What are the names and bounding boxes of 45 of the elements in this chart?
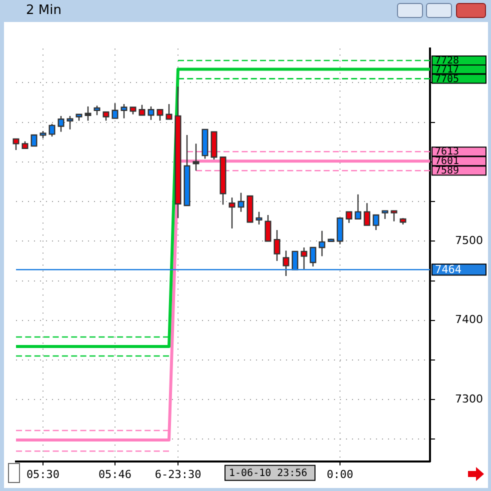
candlestick bbox=[148, 106, 154, 121]
chart-title: 2 Min bbox=[26, 3, 62, 18]
candlestick bbox=[310, 246, 316, 268]
candlestick bbox=[264, 214, 272, 242]
y-tick-label: 7400 bbox=[455, 313, 483, 326]
candlestick bbox=[238, 192, 244, 212]
candlestick bbox=[256, 211, 262, 226]
candlestick bbox=[282, 250, 290, 277]
candlestick bbox=[364, 202, 370, 226]
ref-line-label: 7464 bbox=[435, 263, 462, 276]
x-tick-label: 05:30 bbox=[26, 468, 60, 481]
candlestick bbox=[58, 115, 64, 132]
y-tick-label: 7500 bbox=[455, 234, 483, 247]
candlestick bbox=[156, 109, 164, 122]
candlestick bbox=[138, 104, 146, 116]
candlestick bbox=[94, 105, 100, 116]
data-label: 7717 bbox=[435, 64, 460, 76]
candlestick bbox=[48, 123, 56, 138]
candlestick bbox=[336, 218, 344, 245]
candlestick bbox=[300, 246, 308, 270]
data-label: 7705 bbox=[435, 74, 460, 85]
x-tick-label: 05:46 bbox=[98, 468, 132, 481]
candlestick bbox=[112, 102, 118, 119]
y-tick-label: 7300 bbox=[455, 392, 483, 406]
x-tick-label: 0:00 bbox=[326, 468, 354, 481]
candlestick bbox=[292, 250, 298, 270]
candlestick bbox=[12, 138, 20, 151]
data-label: 7613 bbox=[435, 146, 460, 158]
candlestick bbox=[318, 230, 326, 257]
candlestick bbox=[372, 214, 380, 231]
candlestick bbox=[192, 143, 200, 172]
data-label: 7728 bbox=[435, 56, 460, 67]
data-label: 7589 bbox=[435, 166, 460, 177]
data-label: 7601 bbox=[435, 156, 460, 168]
candlestick bbox=[30, 134, 38, 147]
candlestick bbox=[66, 115, 74, 130]
candlestick bbox=[274, 229, 280, 262]
candlestick bbox=[228, 196, 236, 230]
candlestick bbox=[390, 210, 398, 222]
candlestick bbox=[346, 211, 352, 224]
candlestick bbox=[120, 103, 128, 119]
candlestick bbox=[354, 194, 362, 220]
x-tick-label: 6-23:30 bbox=[154, 468, 202, 481]
text: 1-06-10 23:56 bbox=[229, 468, 308, 479]
candlestick bbox=[84, 106, 92, 122]
